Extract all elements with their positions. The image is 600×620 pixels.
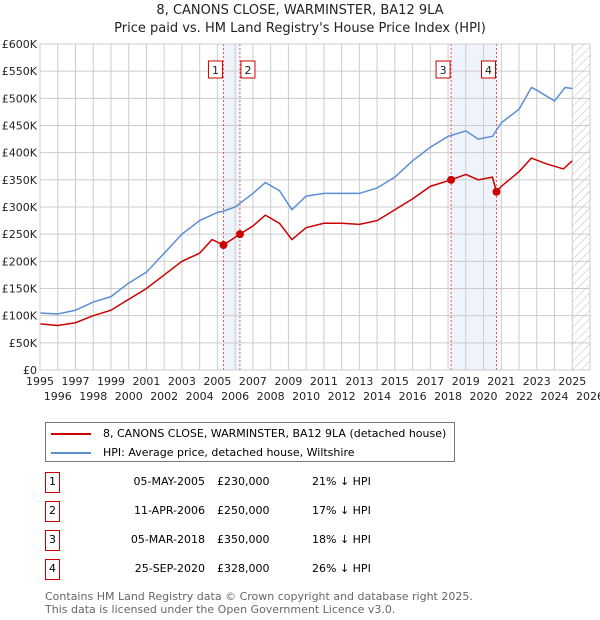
sale-point bbox=[447, 175, 456, 184]
x-tick-label: 2008 bbox=[257, 390, 285, 403]
sale-point bbox=[219, 241, 228, 250]
y-tick-label: £400K bbox=[2, 147, 38, 160]
chart-title: 8, CANONS CLOSE, WARMINSTER, BA12 9LA bbox=[156, 3, 444, 18]
sale-date: 11-APR-2006 bbox=[133, 504, 205, 517]
x-tick-label: 2009 bbox=[274, 375, 302, 388]
y-tick-label: £100K bbox=[2, 310, 38, 323]
legend-label-property: 8, CANONS CLOSE, WARMINSTER, BA12 9LA (d… bbox=[103, 427, 447, 440]
x-tick-label: 2019 bbox=[452, 375, 480, 388]
sale-price: £350,000 bbox=[217, 533, 270, 546]
legend-red-line bbox=[51, 432, 91, 435]
x-tick-label: 1996 bbox=[44, 390, 72, 403]
legend: 8, CANONS CLOSE, WARMINSTER, BA12 9LA (d… bbox=[45, 422, 456, 462]
footer-line-1: Contains HM Land Registry data © Crown c… bbox=[45, 590, 473, 603]
x-tick-label: 2021 bbox=[487, 375, 515, 388]
x-tick-label: 2006 bbox=[221, 390, 249, 403]
sale-label: 4 bbox=[485, 64, 492, 77]
sale-price: £328,000 bbox=[217, 562, 270, 575]
y-tick-label: £50K bbox=[9, 337, 38, 350]
sale-number-badge: 1 bbox=[45, 472, 60, 493]
x-tick-label: 2007 bbox=[239, 375, 267, 388]
x-tick-label: 1998 bbox=[79, 390, 107, 403]
y-tick-label: £300K bbox=[2, 201, 38, 214]
x-tick-label: 2003 bbox=[168, 375, 196, 388]
plot-frame bbox=[39, 43, 591, 371]
sale-row: 1 05-MAY-2005 £230,000 21% ↓ HPI bbox=[45, 472, 465, 493]
hpi-line bbox=[39, 86, 573, 315]
y-tick-label: £250K bbox=[2, 228, 38, 241]
y-tick-label: £550K bbox=[2, 65, 38, 78]
sale-price: £250,000 bbox=[217, 504, 270, 517]
x-tick-label: 2022 bbox=[505, 390, 533, 403]
sale-label-box bbox=[435, 60, 451, 79]
chart-subtitle: Price paid vs. HM Land Registry's House … bbox=[114, 21, 486, 36]
x-tick-label: 1995 bbox=[26, 375, 54, 388]
sale-label-box bbox=[481, 60, 496, 79]
x-tick-label: 2016 bbox=[399, 390, 427, 403]
x-tick-label: 1999 bbox=[97, 375, 125, 388]
sale-row: 2 11-APR-2006 £250,000 17% ↓ HPI bbox=[45, 501, 465, 522]
x-tick-label: 2012 bbox=[328, 390, 356, 403]
x-tick-label: 2024 bbox=[541, 390, 569, 403]
forecast-hatch bbox=[572, 44, 590, 370]
sale-row: 4 25-SEP-2020 £328,000 26% ↓ HPI bbox=[45, 559, 465, 580]
footer-line-2: This data is licensed under the Open Gov… bbox=[45, 603, 396, 616]
y-tick-label: £450K bbox=[2, 120, 38, 133]
x-tick-label: 2020 bbox=[470, 390, 498, 403]
x-tick-label: 2018 bbox=[434, 390, 462, 403]
y-tick-label: £600K bbox=[2, 38, 38, 51]
x-tick-label: 2000 bbox=[115, 390, 143, 403]
sale-number-badge: 4 bbox=[45, 559, 60, 580]
sale-price: £230,000 bbox=[217, 475, 270, 488]
sale-label-box bbox=[240, 60, 256, 79]
legend-blue-line bbox=[51, 451, 91, 454]
x-tick-label: 2023 bbox=[523, 375, 551, 388]
x-tick-label: 2015 bbox=[381, 375, 409, 388]
sale-number-badge: 3 bbox=[45, 530, 60, 551]
y-tick-label: £0 bbox=[23, 364, 37, 377]
sale-point bbox=[492, 187, 501, 196]
footer: Contains HM Land Registry data © Crown c… bbox=[45, 590, 473, 616]
sale-number-badge: 2 bbox=[45, 501, 60, 522]
x-tick-label: 2004 bbox=[186, 390, 214, 403]
x-tick-label: 2005 bbox=[203, 375, 231, 388]
x-tick-label: 1997 bbox=[61, 375, 89, 388]
sale-hpi-diff: 18% ↓ HPI bbox=[312, 533, 371, 546]
x-tick-label: 2011 bbox=[310, 375, 338, 388]
x-tick-label: 2013 bbox=[345, 375, 373, 388]
x-tick-label: 2014 bbox=[363, 390, 391, 403]
sale-hpi-diff: 21% ↓ HPI bbox=[312, 475, 371, 488]
sale-row: 3 05-MAR-2018 £350,000 18% ↓ HPI bbox=[45, 530, 465, 551]
sale-label: 3 bbox=[440, 64, 447, 77]
sale-date: 05-MAR-2018 bbox=[130, 533, 205, 546]
sale-hpi-diff: 26% ↓ HPI bbox=[312, 562, 371, 575]
sale-label-box bbox=[207, 60, 223, 79]
price-chart: 1995 1996 1997 1998 1999 2000 2001 2002 2003 2004… bbox=[2, 38, 600, 403]
y-tick-label: £350K bbox=[2, 174, 38, 187]
sale-point bbox=[235, 230, 244, 239]
sale-hpi-diff: 17% ↓ HPI bbox=[312, 504, 371, 517]
sale-date: 05-MAY-2005 bbox=[133, 475, 205, 488]
x-tick-label: 2002 bbox=[150, 390, 178, 403]
x-tick-label: 2001 bbox=[132, 375, 160, 388]
x-tick-label: 2025 bbox=[558, 375, 586, 388]
y-tick-label: £150K bbox=[2, 283, 38, 296]
x-tick-label: 2017 bbox=[416, 375, 444, 388]
legend-label-hpi: HPI: Average price, detached house, Wilt… bbox=[103, 446, 355, 459]
y-tick-label: £500K bbox=[2, 92, 38, 105]
sale-label: 2 bbox=[244, 64, 251, 77]
y-tick-label: £200K bbox=[2, 255, 38, 268]
x-tick-label: 2010 bbox=[292, 390, 320, 403]
x-tick-label: 2026 bbox=[576, 390, 600, 403]
sale-label: 1 bbox=[212, 64, 219, 77]
sale-date: 25-SEP-2020 bbox=[134, 562, 205, 575]
